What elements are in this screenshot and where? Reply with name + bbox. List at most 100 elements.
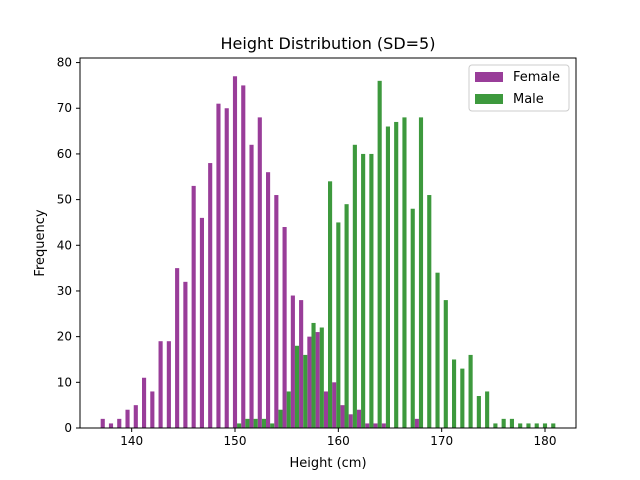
bar-female [125, 409, 130, 428]
bar-female [307, 336, 312, 428]
bar-female [373, 423, 378, 428]
bar-male [418, 117, 424, 428]
bar-male [501, 418, 506, 428]
bar-female [299, 300, 304, 428]
bar-male [270, 423, 275, 428]
y-axis-label: Frequency [33, 209, 48, 276]
plot-frame [79, 57, 577, 429]
bar-male [352, 144, 357, 429]
y-tick-label: 20 [57, 330, 72, 344]
bar-female [224, 108, 229, 428]
bar-female [216, 103, 221, 429]
legend: Female Male [468, 64, 570, 112]
bar-female [191, 185, 196, 428]
bar-male [311, 322, 316, 428]
bar-male [410, 208, 415, 428]
bar-female [332, 382, 337, 428]
bar-female [232, 76, 238, 429]
bar-female [241, 85, 246, 428]
series-male [237, 80, 556, 429]
bar-male [551, 423, 556, 428]
y-tick-label: 60 [57, 147, 72, 161]
bar-male [361, 153, 366, 428]
bars-layer [100, 76, 556, 429]
y-tick-label: 10 [57, 375, 72, 389]
bar-female [158, 341, 163, 428]
y-tick-label: 70 [57, 101, 72, 115]
bar-male [493, 423, 498, 428]
bar-female [282, 227, 287, 428]
bar-female [290, 295, 295, 428]
y-axis-ticks: 0 10 20 30 40 50 60 70 80 [57, 56, 80, 435]
bar-male [452, 359, 457, 428]
bar-male [344, 204, 349, 428]
bar-male [468, 354, 473, 428]
bar-female [249, 144, 254, 429]
bar-male [476, 396, 481, 428]
bar-female [183, 281, 188, 428]
bar-male [253, 418, 258, 428]
legend-label-female: Female [513, 70, 560, 85]
bar-female [199, 217, 204, 428]
bar-female [208, 163, 213, 428]
bar-female [274, 195, 279, 428]
bar-male [278, 409, 283, 428]
bar-male [394, 121, 399, 428]
y-tick-label: 80 [57, 56, 72, 70]
bar-female [381, 423, 386, 428]
bar-male [328, 181, 333, 428]
bar-female [323, 391, 328, 428]
bar-female [315, 332, 320, 428]
bar-female [365, 423, 370, 428]
bar-male [402, 117, 407, 428]
bar-male [303, 354, 308, 428]
bar-male [485, 391, 490, 428]
bar-male [319, 327, 324, 428]
bar-female [348, 414, 353, 428]
bar-male [534, 423, 539, 428]
bar-male [435, 272, 440, 428]
bar-female [414, 418, 419, 428]
x-tick-label: 140 [120, 434, 143, 448]
bar-male [509, 418, 514, 428]
x-axis-label: Height (cm) [289, 456, 366, 471]
bar-male [245, 418, 250, 428]
bar-female [356, 409, 362, 428]
y-tick-label: 30 [57, 284, 72, 298]
bar-female [108, 423, 114, 428]
bar-female [266, 172, 271, 428]
bar-male [542, 423, 548, 428]
x-tick-label: 180 [534, 434, 557, 448]
x-tick-label: 160 [327, 434, 350, 448]
bar-male [443, 300, 448, 428]
chart-title: Height Distribution (SD=5) [221, 34, 436, 53]
y-tick-label: 50 [57, 193, 72, 207]
bar-female [166, 341, 171, 428]
bar-female [257, 117, 262, 428]
legend-swatch-female [475, 72, 503, 82]
bar-male [526, 423, 531, 428]
bar-male [460, 368, 465, 428]
bar-male [294, 345, 300, 428]
legend-label-male: Male [513, 92, 544, 107]
bar-male [369, 153, 374, 428]
legend-swatch-male [475, 94, 503, 104]
bar-female [175, 268, 180, 428]
x-axis-ticks: 140 150 160 170 180 [120, 428, 556, 448]
x-tick-label: 150 [224, 434, 247, 448]
y-tick-label: 0 [64, 421, 72, 435]
bar-female [117, 418, 122, 428]
x-tick-label: 170 [430, 434, 453, 448]
bar-male [377, 80, 382, 428]
bar-female [100, 418, 105, 428]
bar-female [150, 391, 155, 428]
bar-male [427, 195, 432, 428]
bar-male [385, 126, 390, 429]
bar-male [336, 222, 341, 428]
bar-male [261, 418, 266, 428]
bar-female [133, 405, 138, 428]
bar-male [237, 423, 242, 428]
bar-male [518, 423, 523, 428]
series-female [100, 76, 419, 429]
